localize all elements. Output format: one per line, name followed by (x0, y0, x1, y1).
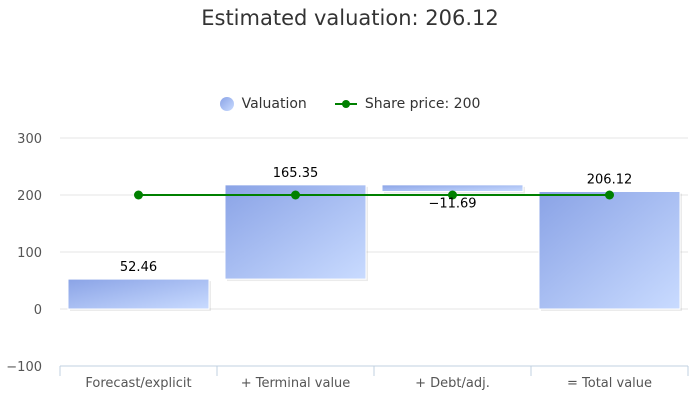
share-price-point[interactable] (448, 190, 457, 200)
y-tick-label: −100 (6, 360, 42, 375)
legend-item-valuation[interactable]: Valuation (219, 96, 307, 112)
chart-title: Estimated valuation: 206.12 (201, 6, 499, 30)
share-price-point[interactable] (605, 190, 614, 200)
legend-label-share-price: Share price: 200 (364, 96, 481, 112)
legend-label-valuation: Valuation (241, 96, 307, 112)
legend-symbol-valuation (219, 97, 234, 111)
data-label: −11.69 (428, 197, 476, 212)
x-tick-label: = Total value (567, 376, 652, 391)
x-tick-label: Forecast/explicit (85, 376, 191, 391)
y-tick-label: 300 (17, 132, 42, 147)
share-price-point[interactable] (291, 190, 300, 200)
data-label: 206.12 (587, 173, 633, 188)
x-tick-label: + Debt/adj. (415, 376, 490, 391)
y-tick-label: 0 (34, 303, 42, 318)
legend-symbol-share-price (334, 100, 357, 108)
share-price-point[interactable] (134, 190, 143, 200)
data-label: 52.46 (120, 260, 157, 275)
bar[interactable] (538, 191, 681, 310)
data-label: 165.35 (273, 166, 319, 181)
legend: Valuation Share price: 200 (0, 96, 700, 112)
y-tick-label: 100 (17, 246, 42, 261)
legend-item-share-price[interactable]: Share price: 200 (334, 96, 481, 112)
y-tick-label: 200 (17, 189, 42, 204)
bar[interactable] (224, 184, 367, 280)
x-tick-label: + Terminal value (241, 376, 351, 391)
bar[interactable] (67, 278, 210, 310)
